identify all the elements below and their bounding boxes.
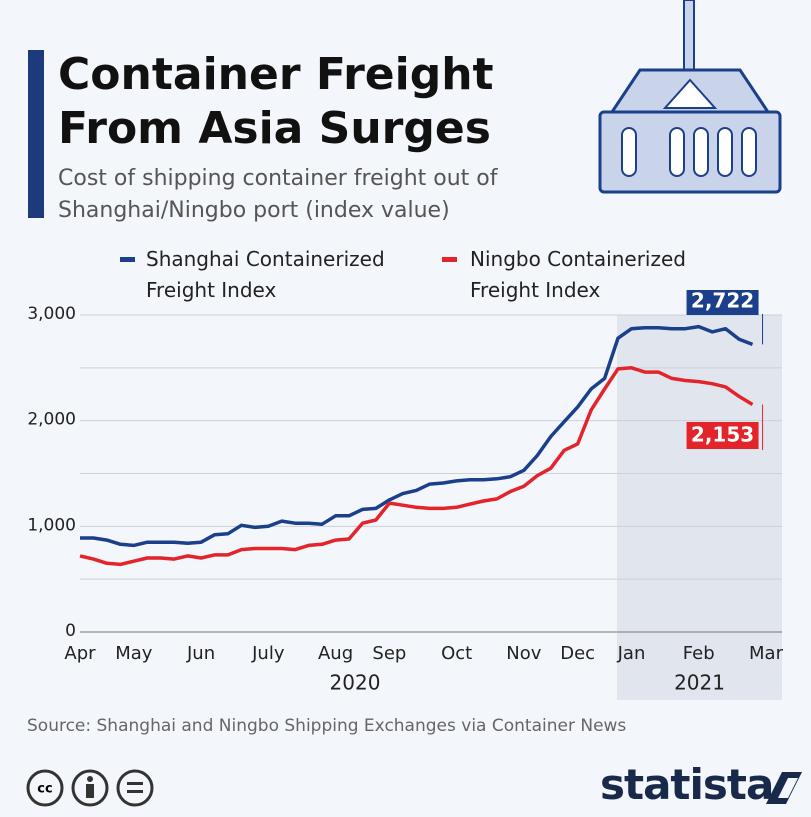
legend-swatch xyxy=(120,257,135,262)
series-line xyxy=(79,366,754,567)
x-tick-label: Dec xyxy=(560,643,595,664)
chart: 2020 2021 0 1,000 2,000 3,000 Apr May Jun July Aug… xyxy=(27,290,784,700)
y-tick-label: 3,000 xyxy=(27,304,76,324)
series-line xyxy=(80,324,754,548)
y-tick-label: 0 xyxy=(65,621,76,641)
x-tick-label: Apr xyxy=(64,643,96,664)
title-bar xyxy=(28,50,44,218)
x-tick-label: May xyxy=(115,643,153,664)
y-tick-label: 1,000 xyxy=(27,515,76,535)
svg-text:cc: cc xyxy=(37,782,52,797)
year-label: 2021 xyxy=(674,671,725,695)
x-tick-label: Aug xyxy=(318,643,353,664)
brand-logo: statista xyxy=(600,760,774,809)
x-tick-label: Jun xyxy=(186,643,215,664)
legend-label: Shanghai Containerized Freight Index xyxy=(146,247,385,302)
highlight-band xyxy=(617,315,782,700)
legend-label: Ningbo Containerized Freight Index xyxy=(470,247,686,302)
year-label: 2020 xyxy=(330,671,381,695)
legend-swatch xyxy=(442,257,457,262)
chart-title: Container Freight From Asia Surges xyxy=(58,49,494,154)
source: Source: Shanghai and Ningbo Shipping Exc… xyxy=(27,716,627,736)
x-tick-label: Nov xyxy=(506,643,541,664)
value-label: 2,722 xyxy=(691,290,754,313)
x-tick-label: July xyxy=(251,643,285,664)
chart-subtitle: Cost of shipping container freight out o… xyxy=(58,166,498,223)
x-tick-label: Sep xyxy=(372,643,406,664)
x-tick-label: Jan xyxy=(617,643,646,664)
y-tick-label: 2,000 xyxy=(27,410,76,430)
brand-mark xyxy=(766,772,802,804)
license-icons: cc xyxy=(26,769,154,807)
value-label: 2,153 xyxy=(691,423,754,447)
x-tick-label: Mar xyxy=(749,643,784,664)
x-tick-label: Oct xyxy=(441,643,472,664)
x-tick-label: Feb xyxy=(683,643,715,664)
value-label-box xyxy=(686,422,759,449)
container-icon xyxy=(598,0,782,194)
value-label-box xyxy=(686,290,759,315)
